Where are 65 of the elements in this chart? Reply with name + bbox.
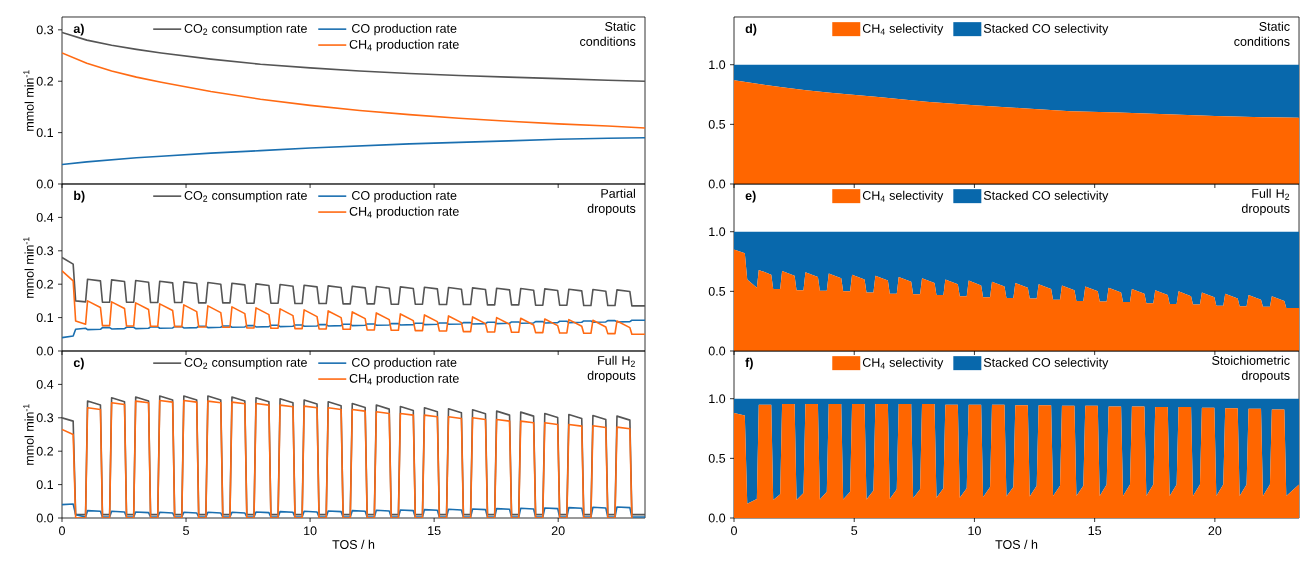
legend-label: CO production rate [352,23,457,36]
y-tick-label: 0.5 [708,286,726,296]
annotation: c) [73,357,84,370]
legend-label: Stacked CO selectivity [983,357,1109,370]
x-tick-label: 15 [1088,526,1102,536]
y-tick-label: 0.0 [708,179,726,189]
y-axis-title: mmol min$^{-1}$ [23,237,34,298]
x-tick-label: 20 [1208,526,1222,536]
legend-label: CH$_{4}$ selectivity [862,190,944,203]
x-tick-label: 20 [551,526,565,536]
legend-label: Stacked CO selectivity [983,23,1109,36]
annotation: Static conditions [1234,21,1290,46]
x-tick-label: 15 [428,526,441,536]
y-tick-label: 0.2 [36,279,54,289]
annotation: f) [745,357,753,370]
y-tick-label: 0.1 [36,313,54,323]
legend-label: CO$_{2}$ consumption rate [184,23,307,36]
y-tick-label: 0.1 [36,480,54,490]
y-tick-label: 0.0 [708,513,726,523]
y-tick-label: 1.0 [709,394,726,404]
annotation: b) [74,190,85,203]
y-tick-label: 0.0 [36,346,54,356]
annotation: Stoichiometric dropouts [1212,355,1290,383]
y-tick-label: 0.2 [36,446,54,456]
x-axis-title: TOS / h [332,539,375,549]
legend-label: CH$_{4}$ selectivity [862,357,944,370]
x-tick-label: 10 [968,526,981,536]
annotation: e) [745,190,756,203]
y-tick-label: 0.2 [36,76,54,86]
annotation: Full H$_{2}$ dropouts [1241,188,1290,216]
y-tick-label: 0.1 [36,128,54,138]
legend-label: CH$_{4}$ production rate [349,373,459,386]
x-tick-label: 0 [731,526,737,536]
y-tick-label: 0.3 [36,246,54,256]
legend-label: CO production rate [352,190,457,203]
annotation: Static conditions [580,21,636,46]
annotation: Full H$_{2}$ dropouts [587,355,636,383]
legend-label: Stacked CO selectivity [983,190,1109,203]
y-tick-label: 0.4 [36,212,54,222]
y-tick-label: 0.5 [708,119,726,129]
annotation: a) [73,23,84,36]
annotation: Partial dropouts [587,188,636,216]
y-tick-label: 0.0 [36,513,54,523]
x-tick-label: 5 [183,526,189,536]
y-tick-label: 1.0 [709,227,726,237]
legend-label: CH$_{4}$ selectivity [862,23,944,36]
y-tick-label: 0.0 [708,346,726,356]
y-tick-label: 0.4 [36,379,54,389]
y-tick-label: 0.5 [708,453,726,463]
x-tick-label: 10 [304,526,317,536]
x-axis-title: TOS / h [995,539,1038,549]
legend-label: CO production rate [352,357,457,370]
legend-label: CH$_{4}$ production rate [349,39,459,52]
x-tick-label: 0 [59,526,65,536]
annotation: d) [745,23,757,36]
y-tick-label: 0.3 [36,25,54,35]
y-tick-label: 0.3 [36,413,54,423]
y-tick-label: 0.0 [36,179,54,189]
y-axis-title: mmol min$^{-1}$ [23,70,34,131]
y-axis-title: mmol min$^{-1}$ [23,404,34,465]
x-tick-label: 5 [851,526,858,536]
y-tick-label: 1.0 [709,60,726,70]
legend-label: CO$_{2}$ consumption rate [184,357,307,370]
legend-label: CH$_{4}$ production rate [349,206,459,219]
legend-label: CO$_{2}$ consumption rate [184,190,307,203]
